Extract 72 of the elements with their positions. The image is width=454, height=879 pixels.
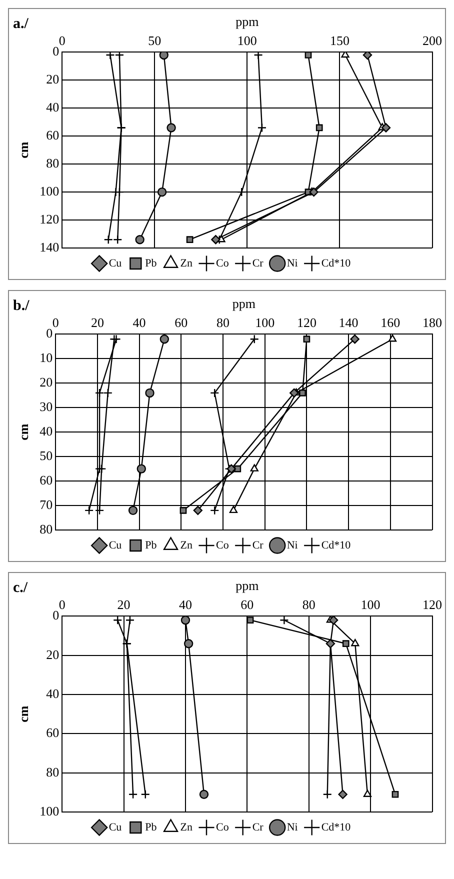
- x-tick-label: 40: [178, 596, 192, 612]
- y-tick-label: 0: [52, 608, 60, 623]
- y-tick-label: 0: [46, 326, 53, 341]
- x-axis-title: ppm: [236, 578, 259, 594]
- y-tick-label: 20: [40, 374, 53, 390]
- legend-label: Zn: [180, 257, 193, 270]
- x-tick-label: 120: [296, 314, 316, 330]
- x-tick-label: 200: [422, 32, 442, 48]
- legend-label: Cr: [252, 539, 264, 552]
- legend-label: Co: [216, 821, 230, 834]
- y-tick-label: 60: [46, 128, 60, 143]
- legend-label: Cd*10: [321, 821, 352, 834]
- x-tick-label: 20: [90, 314, 104, 330]
- y-tick-label: 80: [46, 156, 60, 171]
- y-tick-label: 20: [46, 646, 60, 662]
- legend-label: Zn: [180, 821, 193, 834]
- y-tick-label: 60: [46, 725, 60, 740]
- legend-label: Ni: [286, 539, 298, 552]
- y-tick-label: 100: [40, 183, 60, 198]
- legend-label: Pb: [145, 821, 158, 834]
- legend-label: Co: [216, 539, 230, 552]
- legend-label: Ni: [286, 257, 298, 270]
- y-tick-label: 40: [46, 100, 60, 115]
- x-axis-title: ppm: [236, 14, 259, 30]
- y-tick-label: 50: [40, 448, 53, 463]
- x-tick-label: 160: [380, 314, 400, 330]
- legend-label: Cd*10: [321, 539, 352, 552]
- legend-label: Cd*10: [321, 257, 352, 270]
- x-tick-label: 20: [117, 596, 130, 612]
- y-tick-label: 10: [40, 350, 53, 366]
- y-tick-label: 60: [40, 472, 53, 488]
- y-tick-label: 0: [52, 44, 60, 59]
- y-tick-label: 20: [46, 72, 60, 87]
- legend-label: Pb: [145, 257, 158, 270]
- legend-label: Ni: [286, 821, 298, 834]
- y-tick-label: 140: [40, 239, 60, 254]
- legend-label: Cu: [108, 539, 122, 552]
- x-tick-label: 100: [255, 314, 275, 330]
- x-tick-label: 80: [302, 596, 316, 612]
- chart-title: a./: [13, 16, 30, 32]
- legend-label: Cr: [252, 257, 264, 270]
- x-axis-title: ppm: [232, 296, 256, 312]
- y-tick-label: 80: [40, 521, 53, 536]
- y-tick-label: 70: [40, 496, 53, 512]
- x-tick-label: 120: [422, 596, 442, 612]
- x-tick-label: 40: [132, 314, 146, 330]
- y-tick-label: 40: [40, 424, 53, 439]
- x-tick-label: 80: [216, 314, 230, 330]
- y-axis-title: cm: [16, 142, 32, 158]
- y-axis-title: cm: [16, 424, 32, 440]
- x-tick-label: 100: [360, 596, 380, 612]
- y-tick-label: 40: [46, 686, 60, 701]
- chart-title: b./: [13, 298, 30, 314]
- y-axis-title: cm: [16, 706, 32, 722]
- x-tick-label: 60: [174, 314, 188, 330]
- legend-label: Pb: [145, 539, 158, 552]
- x-tick-label: 50: [148, 32, 162, 48]
- x-tick-label: 140: [338, 314, 358, 330]
- y-tick-label: 120: [40, 211, 60, 226]
- legend-label: Cu: [108, 257, 122, 270]
- legend-label: Cu: [108, 821, 122, 834]
- x-tick-label: 100: [237, 32, 257, 48]
- x-tick-label: 150: [330, 32, 350, 48]
- legend-label: Cr: [252, 821, 264, 834]
- chart-title: c./: [13, 580, 28, 596]
- y-tick-label: 30: [40, 399, 53, 414]
- legend-label: Co: [216, 257, 230, 270]
- y-tick-label: 80: [46, 764, 60, 780]
- legend-label: Zn: [180, 539, 193, 552]
- y-tick-label: 100: [40, 803, 60, 818]
- x-tick-label: 180: [422, 314, 442, 330]
- x-tick-label: 60: [240, 596, 254, 612]
